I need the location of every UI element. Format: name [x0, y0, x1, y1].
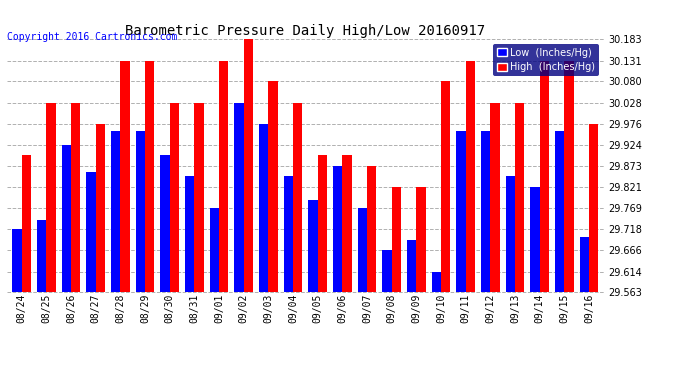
Bar — [111, 131, 120, 292]
Bar — [308, 200, 317, 292]
Bar — [367, 166, 376, 292]
Bar — [244, 39, 253, 292]
Bar — [564, 61, 573, 292]
Bar — [284, 176, 293, 292]
Bar — [555, 131, 564, 292]
Bar — [530, 187, 540, 292]
Bar — [120, 61, 130, 292]
Bar — [12, 229, 21, 292]
Bar — [540, 61, 549, 292]
Bar — [268, 81, 277, 292]
Bar — [61, 145, 71, 292]
Bar — [481, 131, 491, 292]
Bar — [357, 209, 367, 292]
Bar — [235, 103, 244, 292]
Bar — [37, 220, 46, 292]
Bar — [21, 155, 31, 292]
Bar — [466, 61, 475, 292]
Bar — [96, 124, 105, 292]
Title: Barometric Pressure Daily High/Low 20160917: Barometric Pressure Daily High/Low 20160… — [126, 24, 485, 38]
Legend: Low  (Inches/Hg), High  (Inches/Hg): Low (Inches/Hg), High (Inches/Hg) — [493, 44, 599, 76]
Bar — [491, 103, 500, 292]
Bar — [210, 209, 219, 292]
Bar — [86, 172, 96, 292]
Bar — [160, 155, 170, 292]
Bar — [46, 103, 56, 292]
Bar — [416, 187, 426, 292]
Bar — [185, 176, 195, 292]
Bar — [333, 166, 342, 292]
Bar — [382, 251, 392, 292]
Bar — [293, 103, 302, 292]
Bar — [392, 187, 401, 292]
Bar — [145, 61, 155, 292]
Bar — [407, 240, 416, 292]
Bar — [317, 155, 327, 292]
Bar — [259, 124, 268, 292]
Bar — [580, 237, 589, 292]
Bar — [441, 81, 451, 292]
Bar — [456, 131, 466, 292]
Bar — [432, 272, 441, 292]
Text: Copyright 2016 Cartronics.com: Copyright 2016 Cartronics.com — [7, 32, 177, 42]
Bar — [515, 103, 524, 292]
Bar — [170, 103, 179, 292]
Bar — [219, 61, 228, 292]
Bar — [589, 124, 598, 292]
Bar — [136, 131, 145, 292]
Bar — [342, 155, 352, 292]
Bar — [506, 176, 515, 292]
Bar — [71, 103, 81, 292]
Bar — [195, 103, 204, 292]
